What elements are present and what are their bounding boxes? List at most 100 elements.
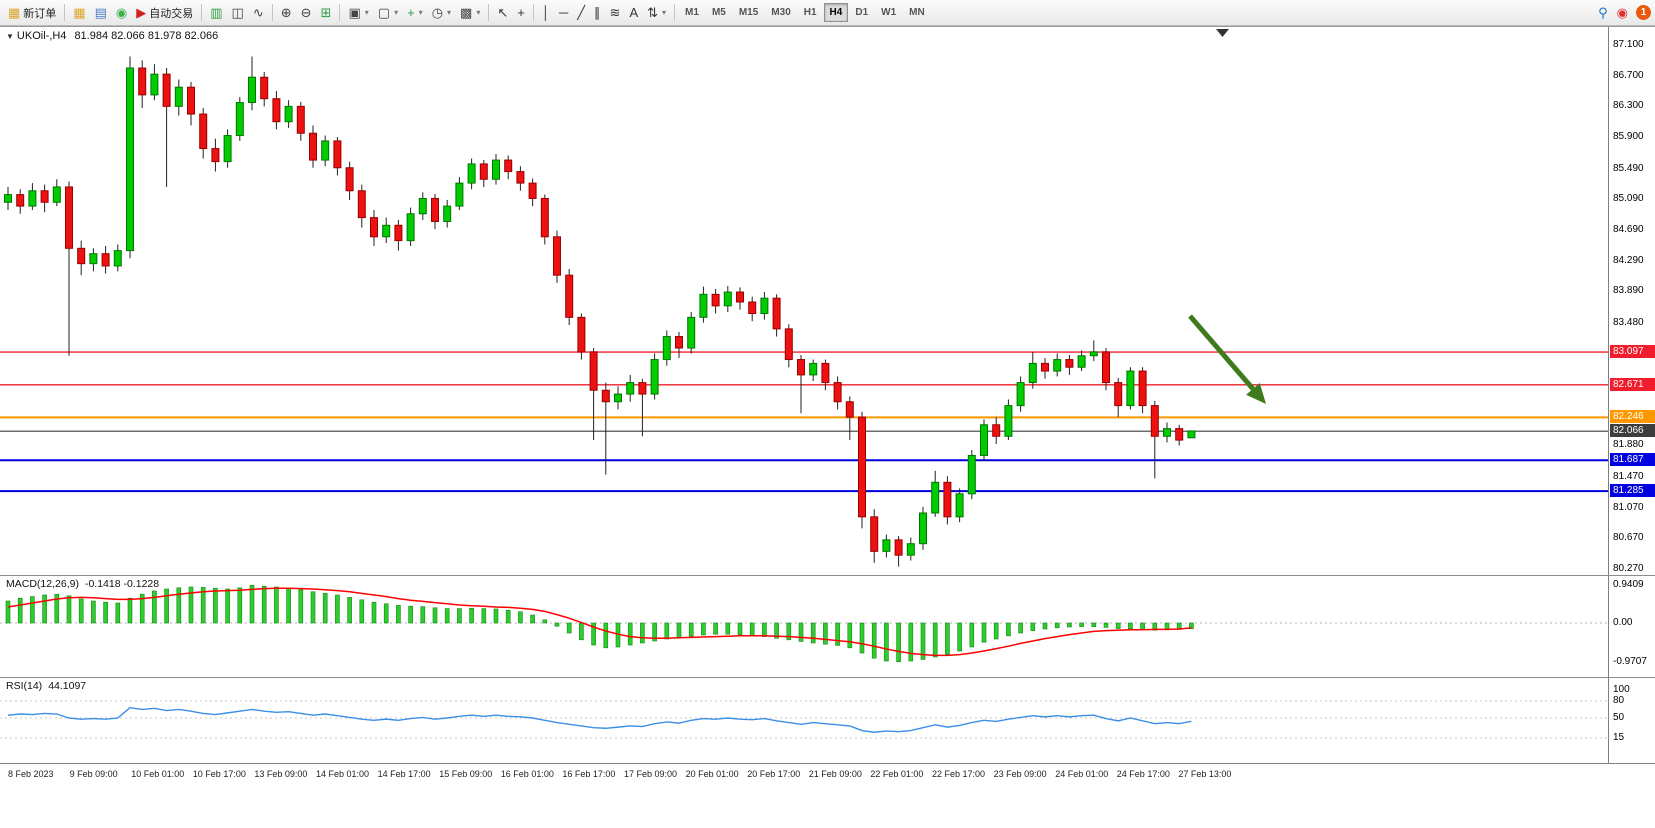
market-watch-icon[interactable]: ◉ (112, 2, 131, 23)
timeframe-m5-button[interactable]: M5 (706, 3, 732, 22)
new-order-label: 新订单 (23, 7, 57, 20)
vertical-line-icon-glyph: │ (541, 5, 550, 20)
main-chart[interactable] (0, 27, 1608, 575)
tile-windows-icon-glyph: ⊞ (320, 5, 332, 20)
channel-icon[interactable]: ∥ (590, 2, 605, 23)
price-tick-label: 80.270 (1613, 563, 1644, 574)
dropdown-caret-icon: ▾ (476, 8, 481, 17)
fibonacci-icon-glyph: ≋ (609, 5, 621, 20)
zoom-in-icon-glyph: ⊕ (280, 5, 292, 20)
crosshair-icon-glyph: + (517, 5, 525, 20)
candlestick-chart-icon-glyph: ◫ (231, 5, 244, 20)
rsi-panel (0, 700, 1608, 739)
timeframe-d1-button[interactable]: D1 (849, 3, 874, 22)
macd-title: MACD(12,26,9) (6, 578, 79, 590)
price-tick-label: 81.880 (1613, 439, 1644, 451)
search-icon-glyph: ⚲ (1598, 5, 1608, 20)
price-tick-label: 87.100 (1613, 39, 1644, 50)
text-label-icon[interactable]: A (625, 2, 642, 23)
time-axis-label: 22 Feb 01:00 (870, 769, 924, 779)
trendline-icon[interactable]: ╱ (573, 2, 589, 23)
separator (488, 4, 490, 21)
macd-signal-line (7, 587, 1192, 657)
cursor-icon[interactable]: ↖ (493, 2, 512, 23)
auto-trading-button-label: 自动交易 (149, 7, 194, 20)
resistance-line-1-flag: 83.097 (1610, 345, 1655, 359)
profile-icon-glyph: ▤ (94, 5, 107, 20)
macd-histogram (5, 585, 1194, 663)
template-icon[interactable]: ▩ ▾ (456, 2, 484, 23)
chart-window-icon[interactable]: ▦ (69, 2, 89, 23)
symbol-period-label: UKOil-,H4 (16, 30, 67, 42)
new-order-button[interactable]: ▦ 新订单 (4, 2, 60, 23)
alerts-icon[interactable]: ◉ (1613, 2, 1632, 23)
candlestick-chart-icon[interactable]: ◫ (228, 2, 248, 23)
alerts-icon-glyph: ◉ (1616, 5, 1628, 20)
arrange-charts-icon[interactable]: ▣ ▾ (344, 2, 372, 23)
price-tick-label: 86.300 (1613, 100, 1644, 112)
macd-axis-label: -0.9707 (1613, 655, 1647, 667)
horizontal-line-icon[interactable]: ─ (555, 2, 572, 23)
time-axis-label: 10 Feb 17:00 (192, 769, 246, 779)
dropdown-caret-icon: ▾ (447, 8, 452, 17)
bar-chart-icon-glyph: ▥ (210, 5, 223, 20)
auto-trading-button[interactable]: ▶ 自动交易 (132, 2, 197, 23)
auto-trading-glyph: ▶ (136, 5, 147, 20)
panel-separator[interactable] (0, 677, 1655, 678)
period-selector-icon[interactable]: ◷ ▾ (428, 2, 455, 23)
main-toolbar: ▦ 新订单 ▦ ▤ ◉ ▶ 自动交易 ▥ ◫ ∿ ⊕ ⊖ ⊞ ▣ ▾ ▢ ▾ + ▾ ◷ ▾ ▩ ▾ ↖ + │ ─ ╱ ∥ ≋ A ⇅ ▾… (0, 0, 1655, 26)
ohlc-values: 81.984 82.066 81.978 82.066 (74, 30, 219, 42)
bar-chart-icon[interactable]: ▥ (206, 2, 226, 23)
separator (339, 4, 341, 21)
timeframe-m15-button[interactable]: M15 (733, 3, 764, 22)
time-axis-label: 16 Feb 01:00 (500, 769, 554, 779)
timeframe-m1-button[interactable]: M1 (679, 3, 705, 22)
time-axis[interactable]: 8 Feb 2023 9 Feb 09:00 10 Feb 01:00 10 Feb … (0, 763, 1655, 790)
panel-separator[interactable] (0, 575, 1655, 576)
separator (532, 4, 534, 21)
chart-window: ▼ UKOil-,H4 81.984 82.066 81.978 82.066 MA… (0, 26, 1655, 828)
time-axis-label: 16 Feb 17:00 (562, 769, 616, 779)
chart-title: ▼ UKOil-,H4 81.984 82.066 81.978 82.066 (6, 30, 218, 42)
template-icon-glyph: ▩ (460, 5, 473, 20)
timeframe-h1-button[interactable]: H1 (798, 3, 823, 22)
price-tick-label: 81.070 (1613, 501, 1644, 513)
auto-arrange-icon[interactable]: ▢ ▾ (374, 2, 402, 23)
profile-icon[interactable]: ▤ (91, 2, 111, 23)
period-selector-icon-glyph: ◷ (431, 5, 444, 20)
zoom-out-icon[interactable]: ⊖ (297, 2, 316, 23)
line-chart-icon[interactable]: ∿ (249, 2, 268, 23)
tile-windows-icon[interactable]: ⊞ (317, 2, 336, 23)
timeframe-m30-button[interactable]: M30 (765, 3, 796, 22)
chart-shift-marker[interactable] (1216, 29, 1229, 37)
search-icon[interactable]: ⚲ (1594, 2, 1612, 23)
time-axis-label: 10 Feb 01:00 (131, 769, 185, 779)
vertical-line-icon[interactable]: │ (538, 2, 554, 23)
separator (64, 4, 66, 21)
symbol-dropdown-icon[interactable]: ▼ (6, 32, 14, 41)
time-axis-label: 14 Feb 17:00 (377, 769, 431, 779)
fibonacci-icon[interactable]: ≋ (606, 2, 625, 23)
horizontal-line-icon-glyph: ─ (558, 5, 569, 20)
price-tick-label: 83.480 (1613, 316, 1644, 328)
resistance-line-2-flag: 82.671 (1610, 377, 1655, 391)
timeframe-mn-button[interactable]: MN (903, 3, 931, 22)
market-watch-icon-glyph: ◉ (115, 5, 128, 20)
macd-axis-label: 0.00 (1613, 617, 1633, 628)
price-tick-label: 83.890 (1613, 285, 1644, 297)
trendline-icon-glyph: ╱ (577, 5, 586, 20)
time-axis-label: 24 Feb 01:00 (1055, 769, 1109, 779)
rsi-value: 44.1097 (48, 680, 87, 692)
add-indicator-icon[interactable]: + ▾ (403, 2, 427, 23)
timeframe-h4-button[interactable]: H4 (823, 3, 849, 22)
support-line-1-flag: 81.687 (1610, 453, 1655, 467)
zoom-in-icon[interactable]: ⊕ (277, 2, 296, 23)
timeframe-w1-button[interactable]: W1 (875, 3, 902, 22)
notification-badge[interactable]: 1 (1636, 5, 1651, 20)
rsi-axis-label: 15 (1613, 731, 1625, 743)
sell-signal-arrow[interactable] (1188, 314, 1266, 404)
arrows-tool-icon[interactable]: ⇅ ▾ (643, 2, 670, 23)
crosshair-icon[interactable]: + (513, 2, 529, 23)
price-axis[interactable]: 87.100 86.700 86.300 85.900 85.490 85.090 84.6… (1608, 27, 1655, 763)
time-axis-label: 13 Feb 09:00 (254, 769, 308, 779)
